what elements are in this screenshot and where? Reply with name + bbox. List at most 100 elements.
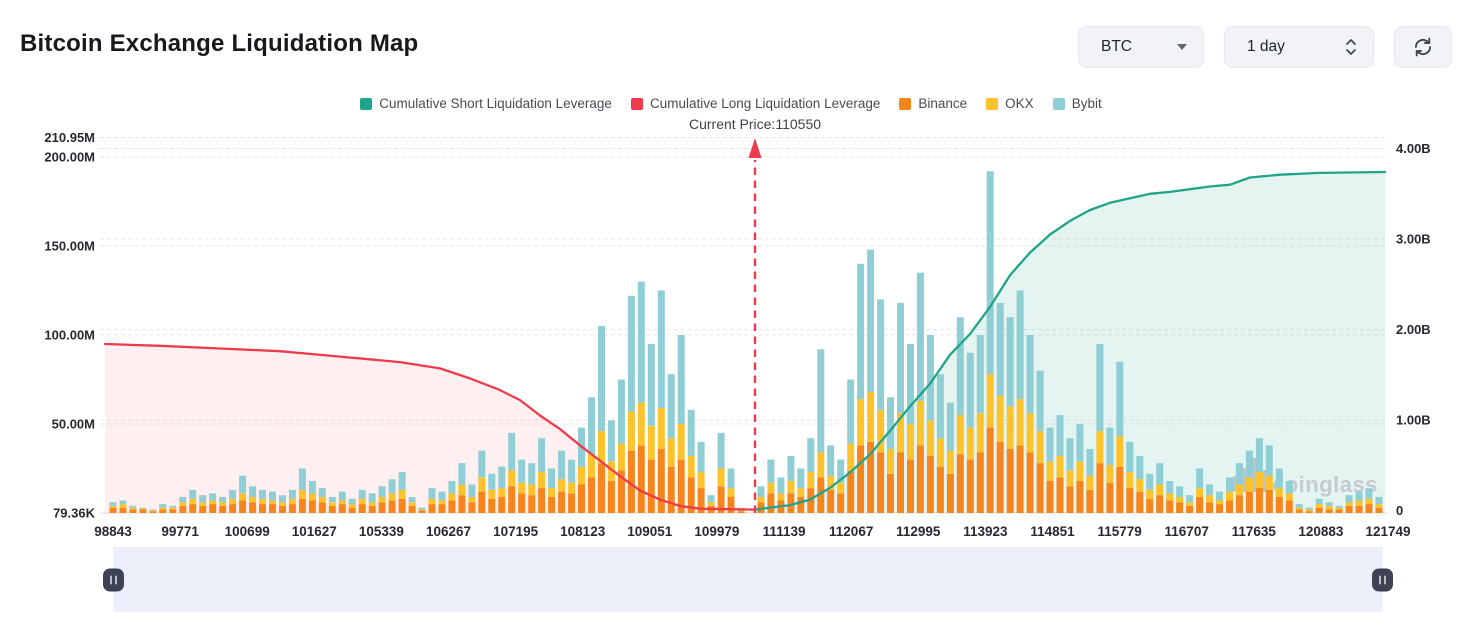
- bar-segment-binance: [986, 427, 994, 513]
- bar-segment-bybit: [1096, 343, 1104, 432]
- bar-segment-binance: [149, 511, 157, 513]
- bar-segment-binance: [358, 504, 366, 513]
- bar-segment-binance: [528, 495, 536, 513]
- x-axis-tick: 112995: [896, 524, 941, 539]
- bar-segment-okx: [1315, 504, 1323, 508]
- bar-segment-bybit: [328, 497, 336, 503]
- bar-segment-okx: [847, 443, 855, 471]
- bar-segment-okx: [169, 507, 177, 510]
- bar-segment-okx: [378, 497, 386, 503]
- y-axis-tick-right: 1.00B: [1396, 413, 1431, 428]
- bar-segment-binance: [578, 484, 585, 513]
- bar-segment-bybit: [1046, 427, 1054, 462]
- bar-segment-okx: [498, 488, 506, 497]
- bar-segment-bybit: [727, 468, 735, 489]
- legend-item-short-leverage[interactable]: Cumulative Short Liquidation Leverage: [360, 96, 612, 111]
- bar-segment-binance: [598, 463, 605, 513]
- x-axis-tick: 98843: [94, 524, 132, 539]
- bar-segment-okx: [279, 502, 286, 506]
- bar-segment-bybit: [657, 290, 665, 408]
- bar-segment-okx: [857, 399, 865, 446]
- refresh-button[interactable]: [1394, 26, 1452, 68]
- x-axis-tick: 109051: [627, 524, 673, 539]
- bar-segment-bybit: [1126, 441, 1134, 473]
- bar-segment-binance: [877, 452, 885, 513]
- bar-segment-okx: [558, 479, 566, 492]
- bar-segment-binance: [588, 477, 595, 513]
- symbol-select[interactable]: BTC: [1078, 26, 1204, 68]
- legend-item-binance[interactable]: Binance: [899, 96, 967, 111]
- bar-segment-okx: [139, 508, 147, 510]
- bar-segment-binance: [936, 466, 944, 513]
- bar-segment-binance: [468, 502, 476, 513]
- bar-segment-okx: [298, 489, 306, 499]
- bar-segment-bybit: [239, 475, 247, 494]
- bar-segment-okx: [408, 502, 416, 506]
- long-cumulative-line: [103, 342, 757, 511]
- bar-segment-binance: [548, 497, 556, 513]
- legend-swatch-icon: [986, 97, 999, 110]
- bar-segment-binance: [976, 452, 984, 513]
- bar-segment-bybit: [279, 495, 286, 503]
- bar-segment-bybit: [139, 507, 147, 509]
- bar-segment-binance: [279, 505, 286, 513]
- bar-segment-bybit: [1026, 335, 1034, 414]
- chart-controls: BTC 1 day: [1078, 26, 1452, 68]
- bar-segment-binance: [946, 473, 954, 513]
- bar-segment-okx: [259, 498, 266, 505]
- legend-swatch-icon: [1052, 97, 1065, 110]
- bar-segment-okx: [996, 395, 1004, 442]
- bar-segment-binance: [857, 445, 865, 513]
- bar-segment-okx: [1066, 470, 1074, 487]
- slider-handle-left[interactable]: [103, 568, 124, 591]
- bar-segment-binance: [1056, 477, 1064, 513]
- bar-segment-binance: [1096, 463, 1104, 513]
- bar-segment-bybit: [259, 489, 266, 499]
- bar-segment-okx: [687, 456, 695, 478]
- bar-segment-okx: [817, 452, 825, 478]
- bar-segment-okx: [478, 477, 486, 492]
- bar-segment-binance: [607, 481, 615, 513]
- bar-segment-binance: [378, 502, 386, 513]
- bar-segment-binance: [229, 504, 237, 513]
- bar-segment-bybit: [269, 491, 276, 501]
- bar-segment-bybit: [1196, 468, 1204, 489]
- bar-segment-binance: [1206, 502, 1213, 513]
- bar-segment-binance: [617, 470, 625, 513]
- bar-segment-bybit: [1325, 502, 1333, 506]
- bar-segment-binance: [568, 493, 576, 513]
- legend-item-bybit[interactable]: Bybit: [1052, 96, 1102, 111]
- interval-select[interactable]: 1 day: [1224, 26, 1374, 68]
- bar-segment-bybit: [388, 479, 396, 494]
- bar-segment-okx: [1325, 505, 1333, 510]
- bar-segment-okx: [637, 402, 645, 446]
- bar-segment-bybit: [598, 326, 605, 432]
- legend-item-long-leverage[interactable]: Cumulative Long Liquidation Leverage: [630, 96, 880, 111]
- zoom-slider-track[interactable]: [103, 547, 1393, 612]
- bar-segment-binance: [797, 497, 805, 513]
- bar-segment-bybit: [229, 489, 237, 499]
- bar-segment-okx: [219, 502, 227, 506]
- bar-segment-okx: [787, 481, 795, 494]
- bar-segment-binance: [478, 491, 486, 513]
- x-axis-tick: 111139: [763, 524, 806, 539]
- bar-segment-binance: [647, 459, 655, 513]
- bar-segment-bybit: [1265, 445, 1273, 476]
- bar-segment-bybit: [209, 493, 217, 501]
- bar-segment-okx: [1186, 502, 1194, 506]
- bar-segment-bybit: [1365, 488, 1373, 499]
- bar-segment-binance: [298, 498, 306, 513]
- bar-segment-bybit: [1206, 484, 1213, 496]
- bar-segment-okx: [827, 475, 835, 490]
- legend-item-okx[interactable]: OKX: [986, 96, 1034, 111]
- bar-segment-okx: [797, 488, 805, 497]
- bar-segment-okx: [1275, 488, 1283, 497]
- bar-segment-okx: [328, 502, 336, 506]
- bar-segment-okx: [368, 502, 376, 506]
- slider-handle-right[interactable]: [1372, 568, 1393, 591]
- bar-segment-bybit: [847, 379, 855, 444]
- bar-segment-okx: [1176, 497, 1184, 503]
- bar-segment-okx: [398, 489, 406, 499]
- bar-segment-okx: [209, 500, 217, 505]
- x-axis-tick: 109979: [694, 524, 739, 539]
